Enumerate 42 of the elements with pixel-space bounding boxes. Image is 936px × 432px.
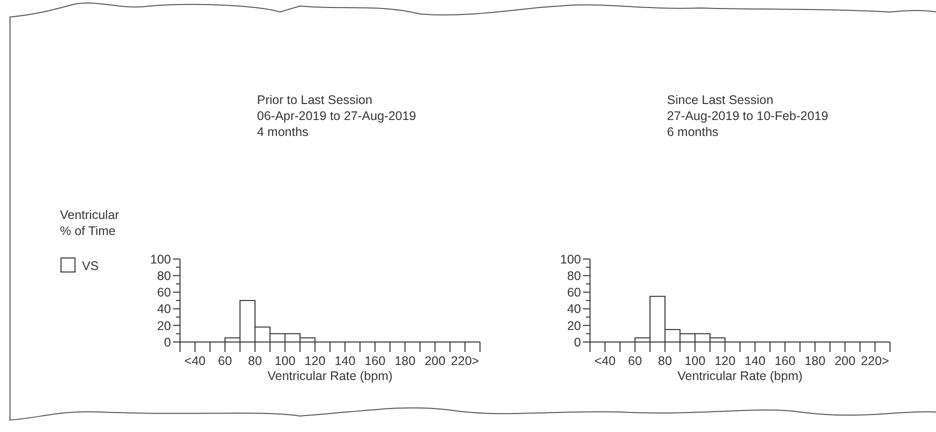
chart-title: Prior to Last Session: [257, 93, 372, 107]
x-tick-label: 140: [744, 354, 766, 368]
x-tick-label: 80: [658, 354, 672, 368]
y-tick-label: 100: [560, 252, 582, 266]
y-tick-label: 80: [157, 268, 172, 283]
y-tick-label: 60: [157, 286, 172, 300]
x-tick-label: 220>: [860, 354, 890, 368]
x-tick-label: 160: [364, 354, 386, 368]
y-tick-label: 80: [567, 268, 582, 283]
chart-subtitle: 27-Aug-2019 to 10-Feb-2019: [667, 109, 828, 123]
x-tick-label: 200: [424, 354, 446, 368]
x-tick-label: 180: [394, 354, 416, 368]
y-tick-label: 60: [567, 286, 582, 300]
y-tick-label: 20: [567, 318, 582, 333]
x-tick-label: 220>: [450, 354, 480, 368]
y-tick-label: 0: [574, 335, 582, 350]
y-tick-label: 40: [157, 302, 172, 316]
y-axis-title: Ventricular % of Time: [60, 208, 120, 238]
legend-label: VS: [82, 259, 99, 273]
x-tick-label: 160: [774, 354, 796, 368]
x-tick-label: 80: [248, 354, 262, 368]
y-tick-label: 40: [567, 302, 582, 316]
x-axis-title: Ventricular Rate (bpm): [677, 369, 803, 383]
x-tick-label: 200: [834, 354, 856, 368]
x-tick-label: <40: [594, 354, 616, 368]
y-tick-label: 20: [157, 318, 172, 333]
y-tick-label: 0: [164, 335, 172, 350]
x-tick-label: 100: [684, 354, 706, 368]
x-axis-title: Ventricular Rate (bpm): [267, 369, 393, 383]
chart-title: Since Last Session: [667, 93, 774, 107]
x-tick-label: 100: [274, 354, 296, 368]
chart-subtitle: 06-Apr-2019 to 27-Aug-2019: [257, 109, 416, 123]
y-tick-label: 100: [150, 252, 172, 266]
x-tick-label: 120: [714, 354, 736, 368]
x-tick-label: 180: [804, 354, 826, 368]
x-tick-label: 120: [304, 354, 326, 368]
text: 4 months: [257, 125, 308, 139]
x-tick-label: 60: [628, 354, 642, 368]
x-tick-label: 140: [334, 354, 356, 368]
x-tick-label: <40: [184, 354, 206, 368]
text: 6 months: [667, 125, 718, 139]
x-tick-label: 60: [218, 354, 232, 368]
